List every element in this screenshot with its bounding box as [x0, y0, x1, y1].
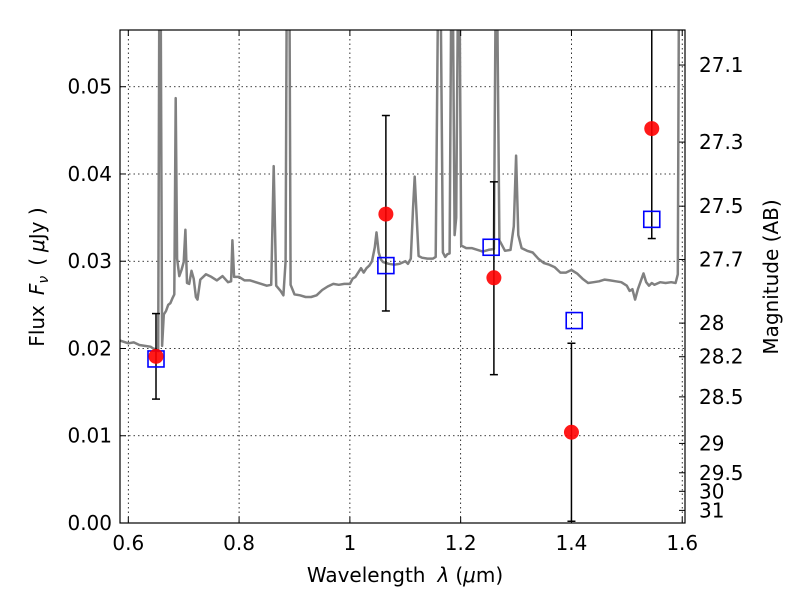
magnitude-tick-label: 31	[699, 498, 724, 522]
x-tick-label: 1	[344, 531, 357, 555]
y-axis-label: Flux Fν ( μJy )	[25, 207, 52, 346]
x-tick-label: 1.2	[445, 531, 477, 555]
x-axis-label-unit-open: (	[455, 563, 463, 587]
error-bars	[152, 30, 656, 523]
observed-point-circle	[563, 424, 579, 440]
observed-point-circle	[644, 121, 660, 137]
y-axis-label-main: Flux	[25, 305, 49, 347]
model-point-square	[482, 238, 500, 257]
y-axis-label-unit-rest: Jy )	[25, 207, 49, 241]
magnitude-tick-label: 29.5	[699, 461, 744, 485]
y-axis-label-unit-mu: μ	[25, 239, 49, 253]
spectrum-line	[120, 30, 681, 353]
y-tick-label: 0.00	[67, 511, 112, 535]
observed-point-circle	[486, 270, 502, 286]
magnitude-tick-label: 30	[699, 479, 724, 503]
magnitude-tick-label: 29	[699, 431, 724, 455]
model-point-square	[565, 311, 584, 330]
y-axis-label-subscript: ν	[36, 276, 52, 284]
y-tick-label: 0.02	[67, 336, 112, 360]
x-axis-label-unit-mu: μ	[462, 563, 476, 587]
magnitude-tick-label: 27.3	[699, 130, 744, 154]
magnitude-tick-label: 28.5	[699, 385, 744, 409]
x-axis-ticks: 0.6 0.8 1 1.2 1.4 1.6	[112, 30, 698, 555]
observed-point-circle	[378, 206, 394, 222]
y-tick-label: 0.03	[67, 249, 112, 273]
observed-point-circle	[148, 348, 164, 364]
model-point-square	[377, 256, 395, 275]
data-points	[147, 121, 661, 440]
magnitude-tick-label: 27.7	[699, 247, 744, 271]
x-axis-label-symbol: λ	[436, 563, 449, 587]
x-tick-label: 1.4	[556, 531, 588, 555]
plot-frame	[119, 29, 686, 524]
magnitude-tick-label: 28.2	[699, 345, 744, 369]
model-point-square	[642, 210, 661, 229]
model-spectrum	[120, 30, 681, 353]
magnitude-tick-label: 28	[699, 311, 724, 335]
y-tick-label: 0.04	[67, 162, 112, 186]
y-tick-label: 0.05	[67, 75, 112, 99]
x-axis-label-unit-rest: m)	[476, 563, 503, 587]
x-axis-label-main: Wavelength	[307, 563, 426, 587]
y-tick-label: 0.01	[67, 424, 112, 448]
x-tick-label: 0.6	[112, 531, 144, 555]
x-tick-label: 1.6	[666, 531, 698, 555]
y-axis-label-symbol: F	[25, 283, 49, 295]
magnitude-axis-label: Magnitude (AB)	[759, 199, 783, 354]
y-axis-ticks: 0.00 0.01 0.02 0.03 0.04 0.05	[67, 75, 126, 535]
y-axis-label-unit-open: (	[25, 258, 49, 266]
x-tick-label: 0.8	[223, 531, 255, 555]
magnitude-tick-label: 27.1	[699, 53, 744, 77]
x-axis-label: Wavelength λ (μm)	[307, 563, 503, 587]
magnitude-tick-label: 27.5	[699, 194, 744, 218]
